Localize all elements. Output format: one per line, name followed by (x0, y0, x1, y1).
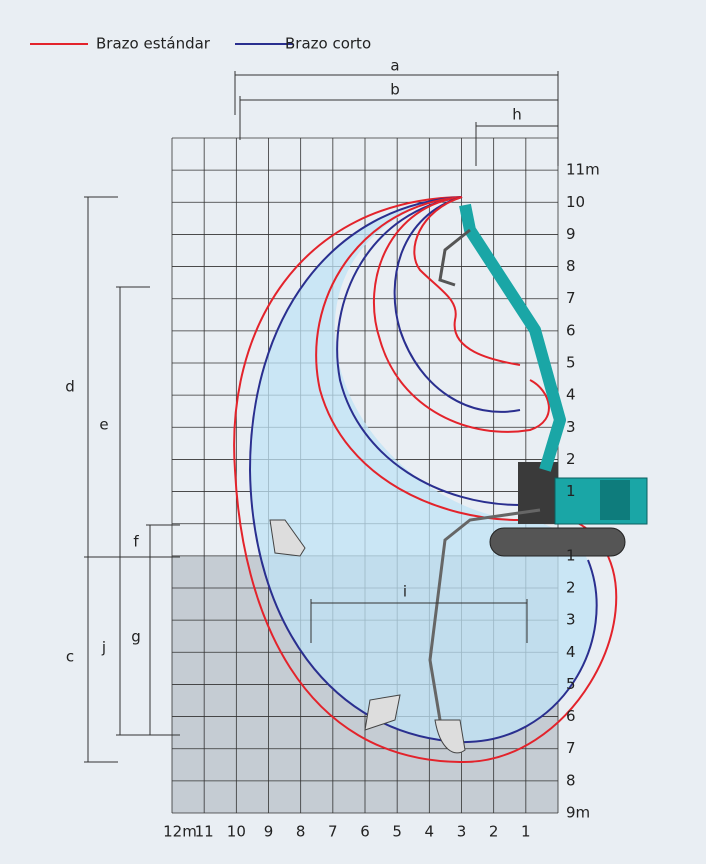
x-label: 10 (227, 823, 246, 841)
dimension-label: a (390, 57, 399, 75)
standard-arm-curl (372, 196, 550, 433)
dimension-label: j (101, 639, 106, 657)
y-label: 6 (566, 707, 576, 725)
short-arm-outer (248, 196, 598, 744)
y-label: 2 (566, 579, 576, 597)
y-label: 6 (566, 321, 576, 339)
y-label: 1 (566, 482, 576, 500)
standard-arm-outer (233, 196, 618, 764)
y-label: 4 (566, 386, 576, 404)
dimension-label: c (66, 648, 74, 666)
standard-arm-inner (315, 196, 521, 521)
dimension-label: d (65, 378, 75, 396)
dimension-label: f (133, 533, 139, 551)
dimension-label: b (390, 81, 400, 99)
legend-label: Brazo estándar (96, 35, 211, 53)
y-label: 4 (566, 643, 576, 661)
x-label: 6 (360, 823, 370, 841)
y-label: 9m (566, 804, 590, 822)
y-label: 9 (566, 225, 576, 243)
y-label: 2 (566, 450, 576, 468)
y-label: 1 (566, 546, 576, 564)
y-label: 7 (566, 289, 576, 307)
y-label: 3 (566, 611, 576, 629)
x-label: 7 (328, 823, 338, 841)
x-label: 3 (457, 823, 467, 841)
x-label: 5 (392, 823, 402, 841)
y-label: 3 (566, 418, 576, 436)
dimension-label: e (99, 416, 108, 434)
x-label: 11 (195, 823, 214, 841)
x-label: 9 (264, 823, 274, 841)
x-label: 12m (163, 823, 197, 841)
x-label: 2 (489, 823, 499, 841)
y-label: 5 (566, 354, 576, 372)
x-label: 8 (296, 823, 306, 841)
dimension-label: g (131, 628, 141, 646)
y-label: 8 (566, 771, 576, 789)
x-label: 4 (425, 823, 435, 841)
y-label: 7 (566, 739, 576, 757)
y-label: 5 (566, 675, 576, 693)
dimension-label: h (512, 106, 522, 124)
reach-area (250, 197, 597, 743)
y-label: 10 (566, 193, 585, 211)
dimension-label: i (403, 583, 407, 601)
excavator (269, 203, 648, 754)
legend-label: Brazo corto (285, 35, 371, 53)
standard-arm-close (413, 196, 521, 366)
dimension-lines (84, 71, 559, 763)
x-label: 1 (521, 823, 531, 841)
y-label: 11m (566, 161, 600, 179)
short-arm-curl (393, 196, 521, 413)
y-label: 8 (566, 257, 576, 275)
short-arm-inner (336, 196, 521, 506)
